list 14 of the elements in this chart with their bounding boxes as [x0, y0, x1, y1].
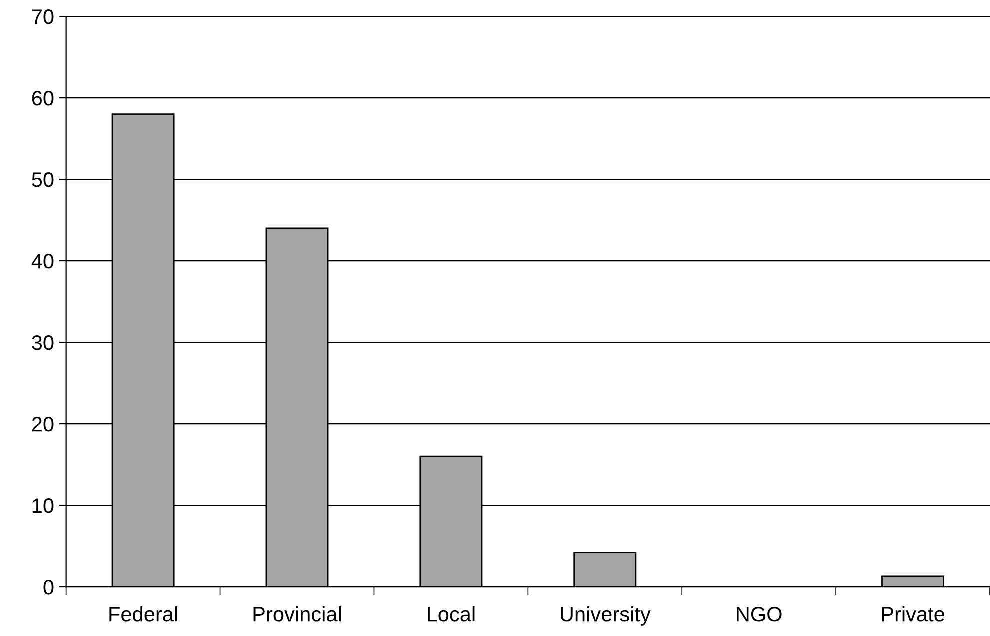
y-tick-label: 0	[44, 580, 54, 595]
x-tick-label: NGO	[737, 607, 782, 622]
y-tick-label: 40	[32, 254, 54, 269]
y-tick-label: 20	[32, 417, 54, 432]
y-tick-label: 60	[32, 91, 54, 106]
x-tick-label: Local	[428, 606, 475, 622]
y-tick-label: 70	[32, 10, 54, 24]
x-tick-label: Provincial	[254, 606, 342, 622]
x-tick-label: Private	[882, 606, 945, 622]
x-tick-label: University	[561, 606, 651, 626]
y-tick-label: 10	[32, 498, 54, 514]
y-tick-label: 30	[32, 336, 54, 350]
x-tick-label: Federal	[110, 606, 178, 622]
y-tick-label: 50	[32, 172, 54, 188]
